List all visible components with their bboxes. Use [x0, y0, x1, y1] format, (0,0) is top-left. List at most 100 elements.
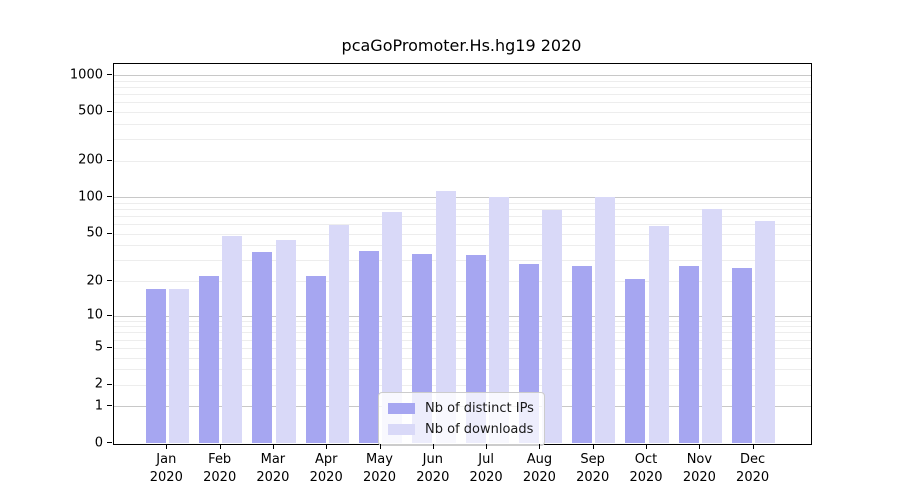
- minor-gridline: [114, 281, 811, 282]
- y-tick-mark: [107, 196, 112, 198]
- x-tick-mark: [379, 444, 381, 449]
- minor-gridline: [114, 357, 811, 359]
- y-tick-label: 100: [78, 189, 103, 205]
- legend-item-downloads: Nb of downloads: [388, 419, 534, 440]
- legend-label: Nb of downloads: [425, 422, 534, 437]
- bar-ips-nov: [678, 265, 699, 444]
- x-tick-mark: [752, 444, 754, 449]
- y-tick-mark: [107, 442, 112, 444]
- y-tick-label: 0: [94, 435, 103, 451]
- x-tick-label-dec: Dec 2020: [736, 452, 770, 486]
- bar-ips-sep: [572, 265, 593, 444]
- bar-ips-apr: [305, 276, 326, 444]
- bar-downloads-jun: [435, 190, 456, 444]
- bar-downloads-may: [382, 212, 403, 444]
- minor-gridline: [114, 216, 811, 218]
- legend-label: Nb of distinct IPs: [425, 401, 534, 416]
- minor-gridline: [114, 384, 811, 386]
- bar-downloads-sep: [595, 196, 616, 444]
- minor-gridline: [114, 80, 811, 82]
- y-tick-mark: [107, 110, 112, 112]
- x-tick-mark: [592, 444, 594, 449]
- x-tick-label-may: May 2020: [362, 452, 397, 486]
- minor-gridline: [114, 86, 811, 88]
- bar-ips-dec: [732, 267, 752, 444]
- bar-downloads-dec: [755, 220, 776, 444]
- x-tick-mark: [432, 444, 434, 449]
- bar-downloads-aug: [542, 210, 563, 444]
- legend-swatch-distinct-ips: [388, 403, 415, 414]
- x-tick-label-feb: Feb 2020: [203, 452, 237, 486]
- legend: Nb of distinct IPs Nb of downloads: [378, 392, 545, 446]
- legend-item-distinct-ips: Nb of distinct IPs: [388, 398, 534, 419]
- minor-gridline: [114, 209, 811, 210]
- minor-gridline: [114, 233, 811, 235]
- x-tick-mark: [166, 444, 168, 449]
- y-tick-label: 10: [86, 307, 103, 323]
- y-tick-label: 2: [94, 376, 103, 392]
- x-tick-label-apr: Apr 2020: [309, 452, 343, 486]
- y-tick-label: 20: [86, 273, 103, 288]
- major-gridline: [114, 75, 811, 76]
- bar-downloads-apr: [328, 225, 349, 444]
- x-tick-mark: [272, 444, 274, 449]
- minor-gridline: [114, 260, 811, 262]
- y-tick-mark: [107, 405, 112, 407]
- y-tick-label: 5: [94, 339, 103, 355]
- y-tick-mark: [107, 346, 112, 348]
- bar-downloads-jan: [169, 289, 189, 444]
- x-tick-label-aug: Aug 2020: [522, 452, 556, 486]
- x-tick-mark: [539, 444, 541, 449]
- y-tick-label: 50: [86, 225, 103, 241]
- x-tick-label-mar: Mar 2020: [256, 452, 290, 486]
- x-tick-mark: [219, 444, 221, 449]
- y-tick-mark: [107, 159, 112, 161]
- bar-ips-mar: [252, 252, 273, 444]
- minor-gridline: [114, 339, 811, 341]
- minor-gridline: [114, 111, 811, 113]
- legend-swatch-downloads: [388, 424, 415, 435]
- y-tick-label: 500: [78, 103, 103, 119]
- minor-gridline: [114, 326, 811, 328]
- minor-gridline: [114, 332, 811, 334]
- y-tick-mark: [107, 74, 112, 75]
- y-tick-label: 200: [78, 152, 103, 168]
- major-gridline: [114, 315, 811, 317]
- x-tick-label-jan: Jan 2020: [149, 452, 183, 486]
- minor-gridline: [114, 245, 811, 247]
- bar-ips-oct: [625, 278, 646, 444]
- bar-ips-may: [358, 250, 379, 444]
- y-tick-mark: [107, 280, 112, 281]
- plot-area: Nb of distinct IPs Nb of downloads: [113, 63, 812, 446]
- x-tick-mark: [486, 444, 488, 449]
- minor-gridline: [114, 123, 811, 125]
- chart-title: pcaGoPromoter.Hs.hg19 2020: [341, 36, 582, 55]
- minor-gridline: [114, 347, 811, 349]
- y-tick-mark: [107, 383, 112, 385]
- y-tick-mark: [107, 232, 112, 234]
- minor-gridline: [114, 102, 811, 104]
- major-gridline: [114, 197, 811, 199]
- bar-downloads-feb: [222, 235, 243, 444]
- minor-gridline: [114, 94, 811, 95]
- minor-gridline: [114, 160, 811, 162]
- minor-gridline: [114, 224, 811, 226]
- bar-downloads-mar: [275, 240, 296, 444]
- x-tick-label-jun: Jun 2020: [416, 452, 450, 486]
- x-tick-label-jul: Jul 2020: [469, 452, 503, 486]
- bar-downloads-jul: [488, 196, 509, 444]
- y-tick-mark: [107, 314, 112, 316]
- y-tick-label: 1000: [69, 67, 103, 82]
- minor-gridline: [114, 202, 811, 204]
- x-tick-label-sep: Sep 2020: [576, 452, 610, 486]
- bar-ips-feb: [199, 276, 219, 444]
- x-tick-label-nov: Nov 2020: [682, 452, 716, 486]
- minor-gridline: [114, 320, 811, 322]
- minor-gridline: [114, 139, 811, 141]
- bar-downloads-nov: [702, 209, 722, 444]
- x-tick-mark: [646, 444, 647, 449]
- x-tick-label-oct: Oct 2020: [629, 452, 663, 486]
- y-tick-label: 1: [94, 398, 103, 414]
- x-tick-mark: [699, 444, 701, 449]
